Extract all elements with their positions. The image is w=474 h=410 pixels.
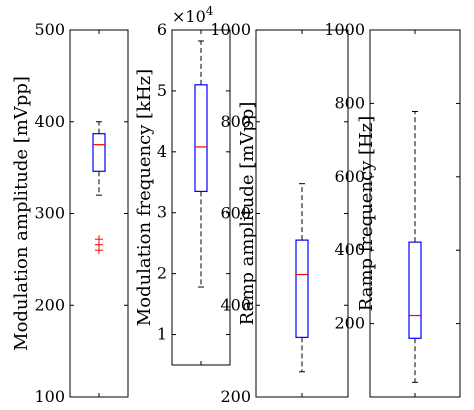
y-tick-label: 200 <box>220 387 251 406</box>
y-tick-label: 2 <box>157 264 167 283</box>
y-tick-label: 800 <box>334 93 365 112</box>
y-tick-label: 300 <box>34 204 65 223</box>
y-tick-label: 500 <box>34 20 65 39</box>
y-tick-label: 600 <box>220 204 251 223</box>
box-iqr <box>295 239 309 338</box>
y-axis-title: Modulation amplitude [mVpp] <box>11 76 32 351</box>
y-tick-label: 400 <box>334 240 365 259</box>
y-tick-label: 4 <box>157 142 167 161</box>
y-tick-label: 3 <box>157 203 167 222</box>
y-tick-label: 100 <box>34 387 65 406</box>
exponent-base: ×10 <box>172 7 206 26</box>
y-tick-label: 400 <box>220 295 251 314</box>
outlier-marker <box>95 235 103 244</box>
y-tick-label: 200 <box>34 295 65 314</box>
y-tick-label: 800 <box>220 112 251 131</box>
y-tick-label: 1000 <box>210 20 251 39</box>
y-tick-label: 600 <box>334 167 365 186</box>
box-iqr <box>92 133 106 172</box>
y-tick-label: 5 <box>157 81 167 100</box>
y-tick-label: 200 <box>334 314 365 333</box>
boxplot-panel-4: 200 400 600 800 1000 Ramp frequency [Hz] <box>324 20 461 398</box>
y-axis-title: Ramp frequency [Hz] <box>356 116 377 312</box>
box-iqr <box>408 241 422 339</box>
y-exponent-label: ×104 <box>172 4 214 26</box>
box-iqr <box>194 84 208 193</box>
y-tick-label: 1000 <box>324 20 365 39</box>
y-axis-title: Modulation frequency [kHz] <box>134 69 155 326</box>
y-tick-label: 6 <box>157 20 167 39</box>
y-axis-title: Ramp amplitude [mVpp] <box>237 102 258 326</box>
axes-frame <box>69 29 129 398</box>
y-tick-label: 1 <box>157 325 167 344</box>
y-tick-label: 400 <box>34 112 65 131</box>
exponent-power: 4 <box>206 4 214 18</box>
boxplot-panel-3: 200 400 600 800 1000 Ramp amplitude [mVpp] <box>210 20 349 406</box>
boxplot-panel-1: 100 200 300 400 500 Modulation amplitude [mVp… <box>11 20 129 406</box>
